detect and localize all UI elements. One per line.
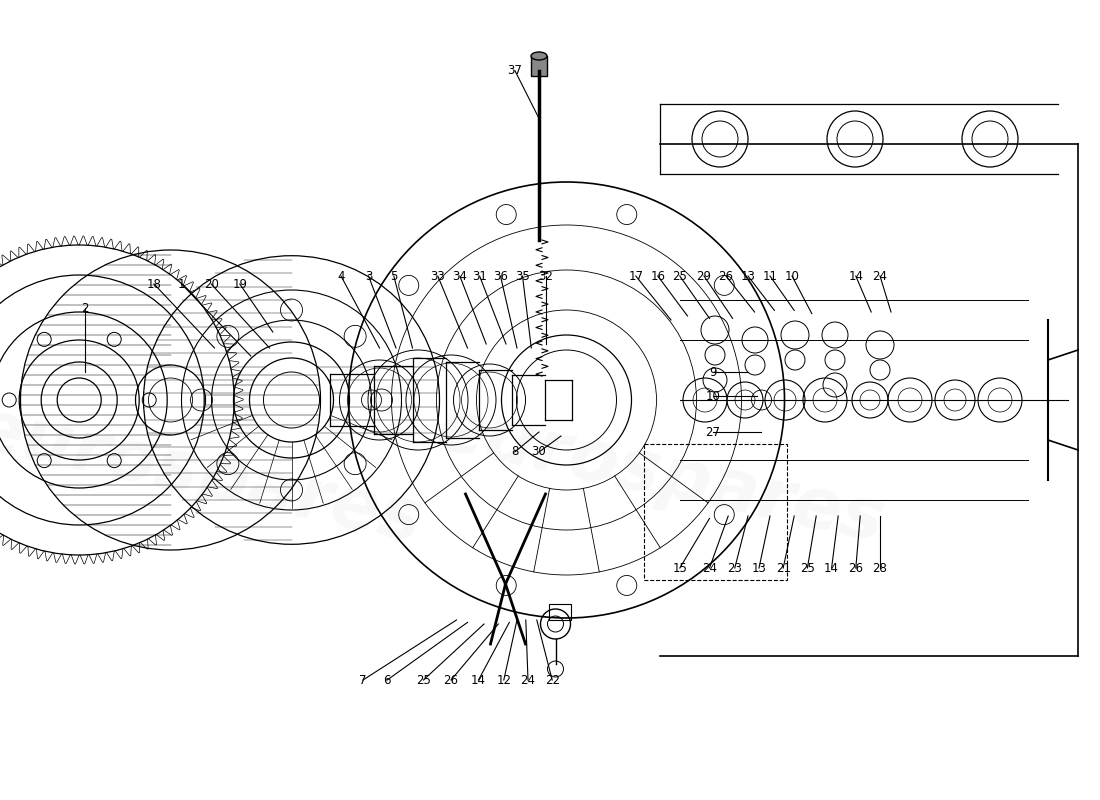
Text: 1: 1 xyxy=(178,278,185,290)
Text: 21: 21 xyxy=(776,562,791,574)
Text: 18: 18 xyxy=(146,278,162,290)
Text: 13: 13 xyxy=(740,270,756,282)
Text: 10: 10 xyxy=(784,270,800,282)
Text: 2: 2 xyxy=(81,302,88,314)
Text: 14: 14 xyxy=(848,270,864,282)
Text: 19: 19 xyxy=(232,278,248,290)
Text: 20: 20 xyxy=(204,278,219,290)
Text: 4: 4 xyxy=(338,270,344,282)
Text: 26: 26 xyxy=(443,674,459,686)
Text: 3: 3 xyxy=(365,270,372,282)
Ellipse shape xyxy=(531,52,547,60)
Text: 24: 24 xyxy=(520,674,536,686)
Text: 33: 33 xyxy=(430,270,446,282)
Text: 13: 13 xyxy=(751,562,767,574)
Text: 32: 32 xyxy=(538,270,553,282)
Text: 29: 29 xyxy=(696,270,712,282)
Bar xyxy=(644,444,786,580)
Text: 14: 14 xyxy=(471,674,486,686)
Text: 28: 28 xyxy=(872,562,888,574)
Text: 7: 7 xyxy=(360,674,366,686)
Text: 27: 27 xyxy=(705,426,720,438)
Text: 26: 26 xyxy=(848,562,864,574)
Text: eurospares: eurospares xyxy=(0,394,429,558)
Text: 8: 8 xyxy=(512,446,518,458)
Bar xyxy=(549,604,571,620)
Text: 22: 22 xyxy=(544,674,560,686)
Text: 17: 17 xyxy=(628,270,643,282)
Text: 15: 15 xyxy=(672,562,688,574)
Text: 37: 37 xyxy=(507,64,522,77)
Text: 14: 14 xyxy=(824,562,839,574)
Text: 24: 24 xyxy=(702,562,717,574)
Text: 30: 30 xyxy=(531,446,547,458)
Text: 36: 36 xyxy=(493,270,508,282)
Text: 25: 25 xyxy=(416,674,431,686)
Text: 25: 25 xyxy=(800,562,815,574)
Text: 25: 25 xyxy=(672,270,688,282)
Text: 31: 31 xyxy=(472,270,487,282)
Text: 6: 6 xyxy=(384,674,390,686)
Bar xyxy=(531,56,547,76)
Text: 5: 5 xyxy=(390,270,397,282)
Text: 12: 12 xyxy=(496,674,512,686)
Text: 24: 24 xyxy=(872,270,888,282)
Text: 35: 35 xyxy=(515,270,530,282)
Text: 23: 23 xyxy=(727,562,742,574)
Text: 11: 11 xyxy=(762,270,778,282)
Text: eurospares: eurospares xyxy=(429,394,891,558)
Text: 34: 34 xyxy=(452,270,468,282)
Text: 10: 10 xyxy=(705,390,720,402)
Text: 16: 16 xyxy=(650,270,666,282)
Text: 26: 26 xyxy=(718,270,734,282)
Text: 9: 9 xyxy=(710,366,716,378)
